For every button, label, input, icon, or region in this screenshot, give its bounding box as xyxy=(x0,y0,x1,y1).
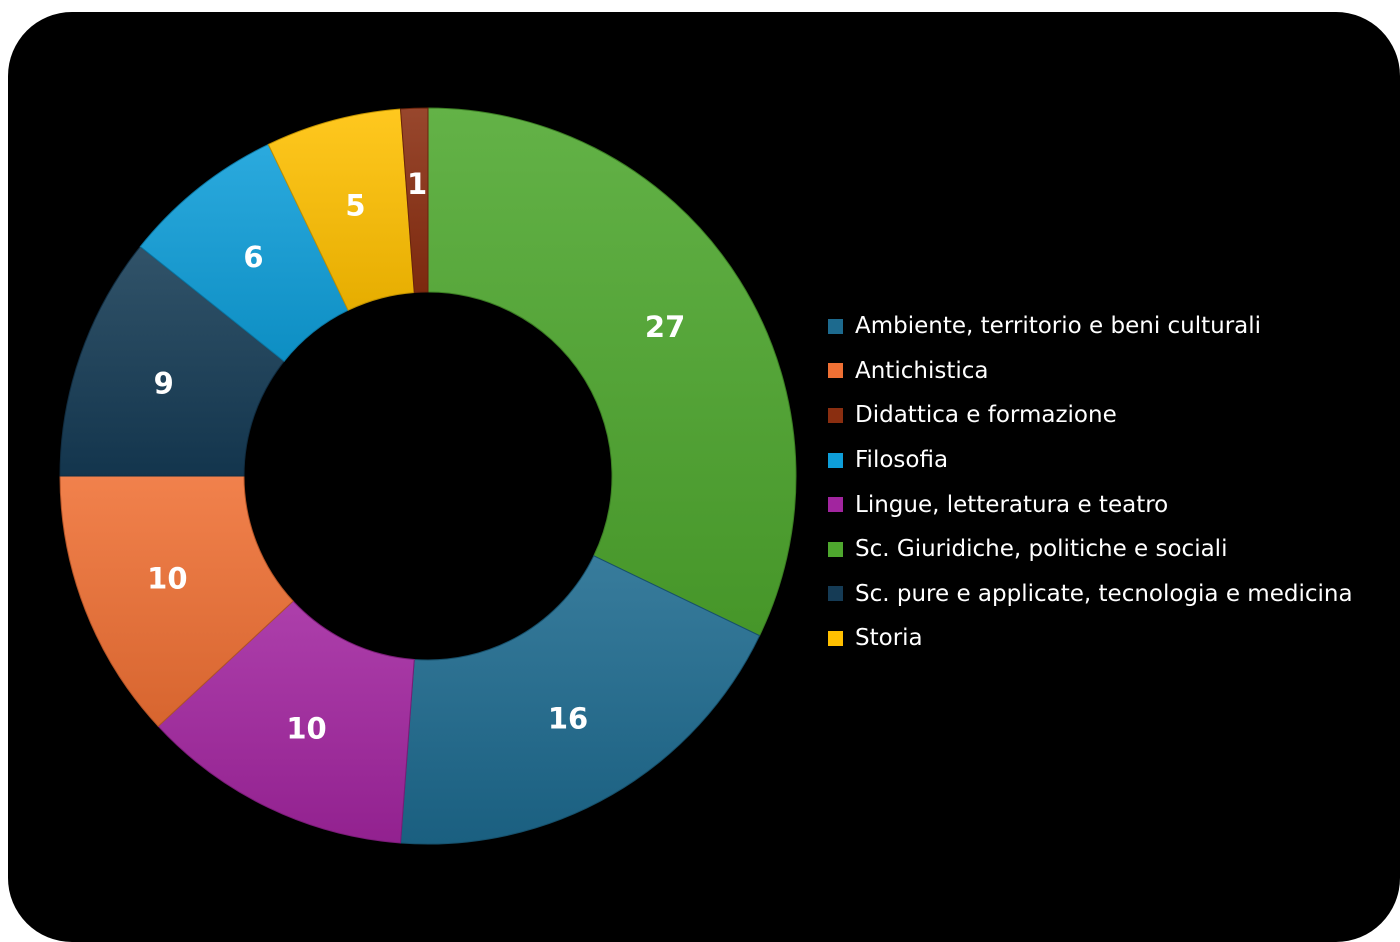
chart-legend: Ambiente, territorio e beni culturali Ant… xyxy=(828,304,1353,661)
legend-item: Ambiente, territorio e beni culturali xyxy=(828,304,1353,349)
slice-value-label: 1 xyxy=(407,167,427,201)
donut-slice xyxy=(427,107,797,637)
legend-label: Storia xyxy=(855,625,923,652)
slice-value-label: 10 xyxy=(286,711,326,745)
legend-swatch xyxy=(828,630,843,646)
legend-item: Didattica e formazione xyxy=(828,393,1353,438)
legend-swatch xyxy=(828,541,843,557)
legend-label: Sc. pure e applicate, tecnologia e medic… xyxy=(855,580,1353,607)
legend-item: Storia xyxy=(828,616,1353,661)
legend-label: Ambiente, territorio e beni culturali xyxy=(855,313,1262,340)
donut-chart: 27 16 10 10 9 6 5 1 xyxy=(59,107,797,845)
donut-slice xyxy=(157,600,415,844)
legend-label: Didattica e formazione xyxy=(855,402,1117,429)
donut-slice xyxy=(399,107,429,294)
slice-value-label: 6 xyxy=(243,240,263,274)
legend-swatch xyxy=(828,363,843,379)
legend-label: Antichistica xyxy=(855,357,989,384)
legend-label: Lingue, letteratura e teatro xyxy=(855,491,1169,518)
legend-swatch xyxy=(828,497,843,513)
legend-label: Sc. Giuridiche, politiche e sociali xyxy=(855,536,1228,563)
slice-value-label: 10 xyxy=(147,561,187,595)
legend-label: Filosofia xyxy=(855,447,949,474)
donut-slice xyxy=(59,475,294,728)
legend-swatch xyxy=(828,452,843,468)
slice-value-label: 16 xyxy=(548,701,588,735)
legend-item: Sc. Giuridiche, politiche e sociali xyxy=(828,527,1353,572)
legend-item: Filosofia xyxy=(828,438,1353,483)
legend-item: Antichistica xyxy=(828,349,1353,394)
donut-slice xyxy=(59,245,285,477)
donut-slices xyxy=(59,107,797,845)
donut-labels: 27 16 10 10 9 6 5 1 xyxy=(147,167,685,745)
legend-swatch xyxy=(828,407,843,423)
slice-value-label: 9 xyxy=(154,367,174,401)
legend-item: Lingue, letteratura e teatro xyxy=(828,482,1353,527)
legend-item: Sc. pure e applicate, tecnologia e medic… xyxy=(828,572,1353,617)
slice-value-label: 5 xyxy=(345,189,365,223)
chart-card: 27 16 10 10 9 6 5 1 Ambiente, territorio e beni… xyxy=(8,12,1400,942)
slice-value-label: 27 xyxy=(645,310,685,344)
legend-swatch xyxy=(828,586,843,602)
donut-slice xyxy=(399,555,761,845)
legend-swatch xyxy=(828,318,843,334)
